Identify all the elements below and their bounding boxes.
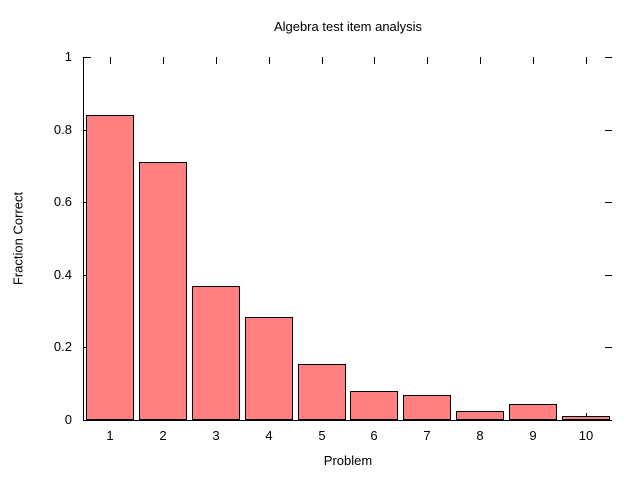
x-tick-top-8 <box>480 57 481 64</box>
bar-problem-9 <box>509 404 557 420</box>
x-tick-label-8: 8 <box>476 428 484 443</box>
y-tick-label-1: 1 <box>64 49 72 64</box>
x-tick-label-10: 10 <box>578 428 594 443</box>
bar-problem-2 <box>139 162 187 420</box>
x-tick-top-4 <box>269 57 270 64</box>
x-tick-label-5: 5 <box>318 428 326 443</box>
x-tick-top-3 <box>216 57 217 64</box>
y-tick-right-0.2 <box>605 347 612 348</box>
x-tick-label-1: 1 <box>106 428 114 443</box>
x-axis-label: Problem <box>323 453 373 468</box>
bar-problem-1 <box>86 115 134 420</box>
chart-title: Algebra test item analysis <box>273 19 423 34</box>
x-tick-label-7: 7 <box>423 428 431 443</box>
x-tick-label-3: 3 <box>212 428 220 443</box>
x-tick-top-1 <box>110 57 111 64</box>
x-tick-top-2 <box>163 57 164 64</box>
x-tick-top-9 <box>533 57 534 64</box>
x-tick-label-4: 4 <box>265 428 273 443</box>
y-tick-label-0.8: 0.8 <box>53 122 72 137</box>
y-tick-right-1 <box>605 57 612 58</box>
bar-problem-10 <box>562 416 610 420</box>
bar-problem-7 <box>403 395 451 420</box>
y-tick-label-0.2: 0.2 <box>53 339 72 354</box>
x-tick-top-6 <box>374 57 375 64</box>
x-tick-label-2: 2 <box>159 428 167 443</box>
y-tick-left-1 <box>84 57 91 58</box>
x-tick-label-6: 6 <box>370 428 378 443</box>
x-tick-top-10 <box>586 57 587 64</box>
bar-problem-6 <box>350 391 398 420</box>
bar-problem-8 <box>456 411 504 420</box>
x-tick-top-5 <box>322 57 323 64</box>
y-tick-right-0.6 <box>605 202 612 203</box>
bar-problem-3 <box>192 286 240 420</box>
y-tick-right-0.8 <box>605 130 612 131</box>
plot-area <box>83 57 612 421</box>
x-tick-top-7 <box>427 57 428 64</box>
bar-problem-4 <box>245 317 293 420</box>
y-axis-label: Fraction Correct <box>10 191 26 286</box>
y-tick-right-0.4 <box>605 275 612 276</box>
bar-problem-5 <box>298 364 346 420</box>
x-tick-label-9: 9 <box>529 428 537 443</box>
y-tick-label-0: 0 <box>64 412 72 427</box>
